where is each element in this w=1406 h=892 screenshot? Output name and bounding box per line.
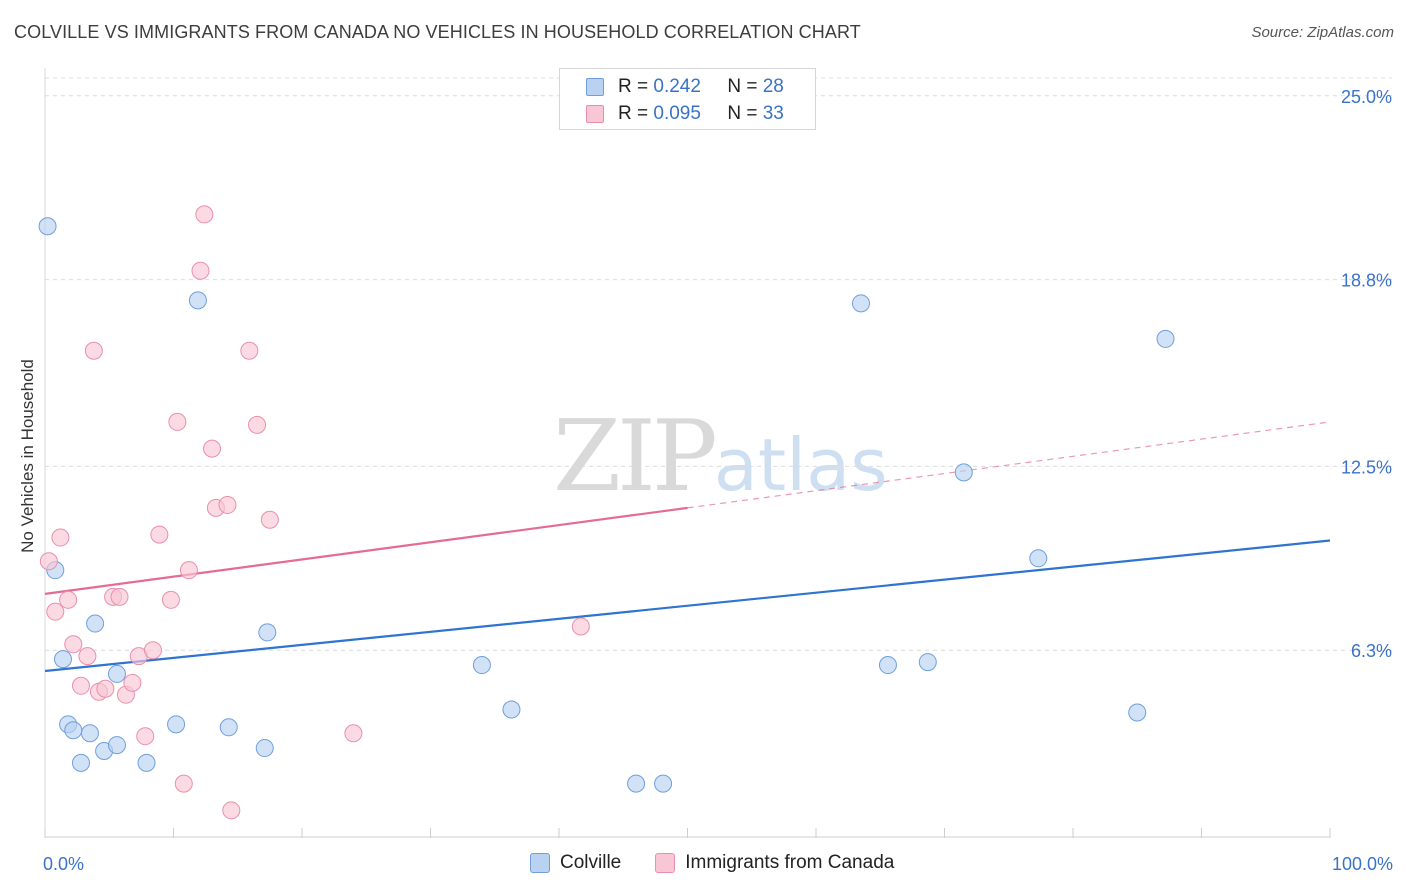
- colville-point: [107, 664, 126, 683]
- watermark: ZIPatlas: [553, 400, 888, 514]
- colville-point: [86, 614, 105, 633]
- canada-point: [110, 587, 129, 606]
- canada-point: [191, 261, 210, 280]
- canada-point: [344, 724, 363, 743]
- canada-point: [174, 774, 193, 793]
- colville-point: [80, 724, 99, 743]
- colville-point: [472, 656, 491, 675]
- canada-trend-extension: [687, 421, 1331, 509]
- colville-point: [71, 753, 90, 772]
- x-tick-label-min: 0.0%: [43, 854, 84, 874]
- colville-point: [1156, 329, 1175, 348]
- canada-point: [59, 590, 78, 609]
- canada-point: [46, 602, 65, 621]
- canada-point: [248, 415, 267, 434]
- tick-labels: 6.3% 12.5% 18.8% 25.0% 0.0% 100.0%: [43, 87, 1393, 874]
- canada-point: [143, 641, 162, 660]
- colville-point: [219, 718, 238, 737]
- r-value: 0.242: [653, 76, 701, 97]
- y-tick-label: 6.3%: [1351, 641, 1392, 661]
- y-tick-label: 18.8%: [1341, 271, 1392, 291]
- x-tick-label-max: 100.0%: [1332, 854, 1393, 874]
- r-label: R =: [618, 103, 649, 124]
- legend-item-canada[interactable]: Immigrants from Canada: [655, 852, 894, 874]
- n-label: N =: [727, 103, 758, 124]
- colville-trend-line: [44, 539, 1331, 673]
- series-legend: Colville Immigrants from Canada: [530, 852, 928, 874]
- canada-point: [218, 495, 237, 514]
- colville-point: [1128, 703, 1147, 722]
- canada-point: [150, 525, 169, 544]
- colville-point: [255, 739, 274, 758]
- watermark-zip: ZIP: [553, 400, 718, 514]
- legend-swatch-canada: [655, 853, 676, 873]
- colville-point: [188, 291, 207, 310]
- y-tick-label: 12.5%: [1341, 457, 1392, 477]
- axes: [44, 68, 1331, 838]
- canada-point: [136, 727, 155, 746]
- legend-swatch-colville: [530, 853, 550, 873]
- legend-label-canada: Immigrants from Canada: [685, 852, 895, 873]
- n-value: 28: [762, 76, 784, 97]
- canada-point: [39, 552, 58, 571]
- grid: [45, 77, 1392, 651]
- canada-point: [84, 341, 103, 360]
- legend-item-colville[interactable]: Colville: [530, 852, 621, 874]
- r-label: R =: [618, 76, 649, 97]
- stats-legend: R = 0.242 N = 28 R = 0.095 N = 33: [559, 68, 816, 130]
- colville-point: [64, 721, 83, 740]
- r-value: 0.095: [653, 103, 701, 124]
- colville-point: [1029, 549, 1048, 568]
- canada-point: [71, 676, 90, 695]
- colville-point: [627, 774, 646, 793]
- legend-swatch-colville: [586, 78, 604, 96]
- colville-point: [954, 463, 973, 482]
- canada-point: [240, 341, 259, 360]
- canada-point: [96, 679, 115, 698]
- canada-trend-line: [44, 506, 688, 595]
- canada-point: [123, 673, 142, 692]
- source-credit: Source: ZipAtlas.com: [1251, 24, 1394, 41]
- colville-point: [53, 650, 72, 669]
- canada-point: [179, 561, 198, 580]
- colville-point: [502, 700, 521, 719]
- colville-point: [137, 753, 156, 772]
- canada-point: [203, 439, 222, 458]
- trend-lines: [44, 421, 1331, 673]
- colville-point: [107, 736, 126, 755]
- canada-point: [168, 412, 187, 431]
- colville-point: [654, 774, 673, 793]
- canada-point: [78, 647, 97, 666]
- n-label: N =: [727, 76, 758, 97]
- canada-point: [64, 635, 83, 654]
- n-value: 33: [762, 103, 784, 124]
- canada-point: [260, 510, 279, 529]
- canada-point: [571, 617, 590, 636]
- canada-point: [161, 590, 180, 609]
- chart-title: COLVILLE VS IMMIGRANTS FROM CANADA NO VE…: [14, 22, 861, 42]
- colville-point: [38, 217, 57, 236]
- colville-point: [878, 656, 897, 675]
- colville-point: [851, 294, 870, 313]
- legend-swatch-canada: [586, 105, 604, 123]
- canada-point: [222, 801, 241, 820]
- data-points: [38, 205, 1175, 820]
- colville-point: [167, 715, 186, 734]
- canada-point: [51, 528, 70, 547]
- y-tick-label: 25.0%: [1341, 87, 1392, 107]
- canada-point: [195, 205, 214, 224]
- legend-label-colville: Colville: [560, 852, 622, 873]
- colville-point: [918, 653, 937, 672]
- colville-point: [258, 623, 277, 642]
